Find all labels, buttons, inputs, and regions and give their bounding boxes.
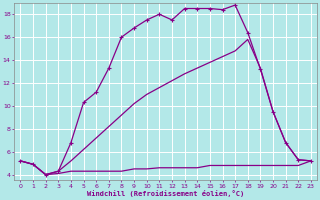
X-axis label: Windchill (Refroidissement éolien,°C): Windchill (Refroidissement éolien,°C) (87, 190, 244, 197)
